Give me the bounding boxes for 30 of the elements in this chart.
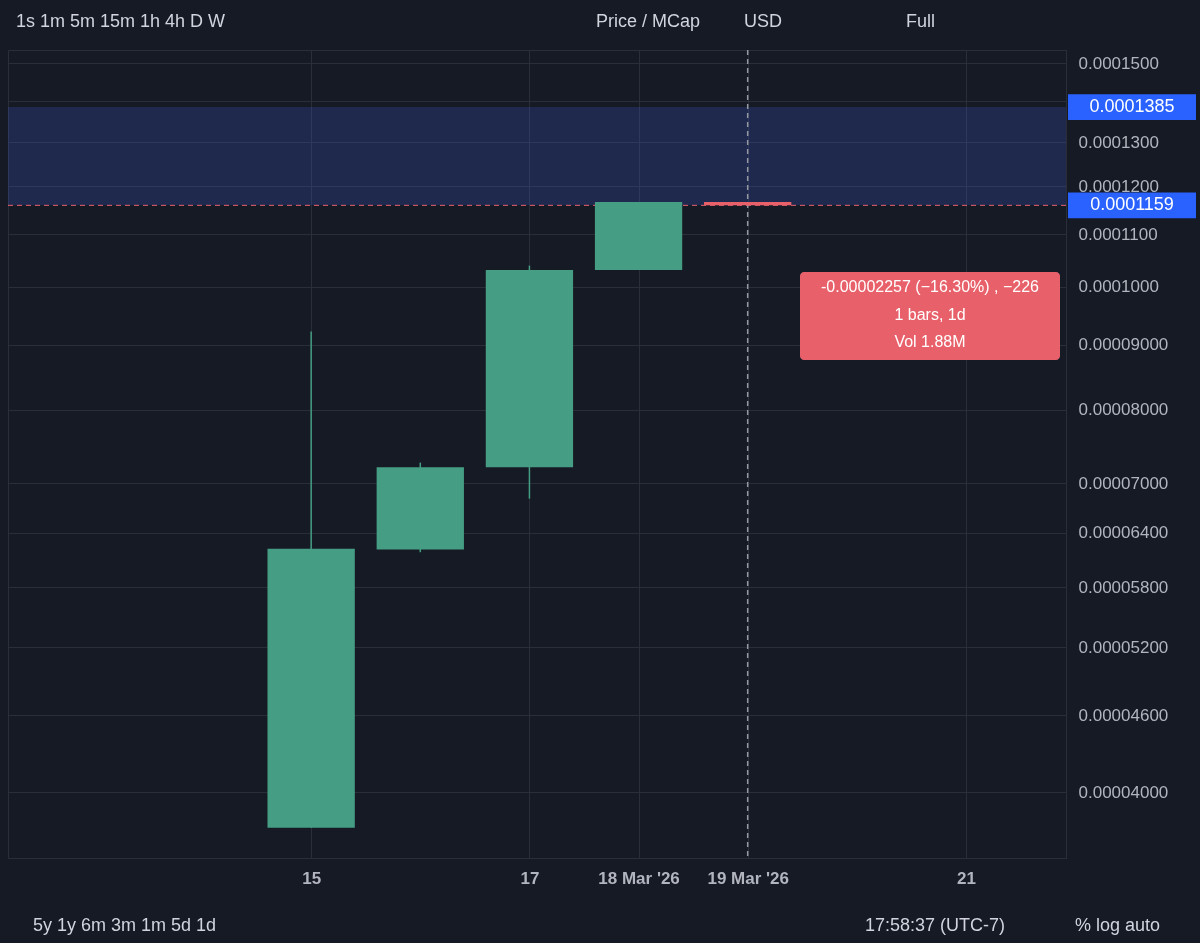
y-tick-label: 0.0001100: [1078, 224, 1158, 244]
y-tick-label: 0.00005800: [1078, 577, 1169, 597]
text: Full: [906, 11, 936, 31]
x-tick-label: 19 Mar '26: [707, 868, 789, 888]
y-tick-label: 0.00006400: [1078, 523, 1169, 543]
ref-line-label: 0.0001159: [1090, 194, 1174, 215]
x-tick-label: 21: [957, 868, 976, 888]
x-tick-label: 17: [520, 868, 540, 888]
y-tick-label: 0.00008000: [1078, 400, 1169, 420]
x-tick-label: 18 Mar '26: [598, 868, 680, 888]
y-tick-label: 0.00004000: [1078, 782, 1169, 802]
y-tick-label: 0.00009000: [1078, 335, 1169, 355]
text: 17:58:37 (UTC-7): [864, 915, 1005, 935]
y-tick-label: 0.0001300: [1078, 132, 1159, 152]
y-tick-label: 0.00004600: [1078, 705, 1169, 725]
y-tick-label: 0.0001200: [1078, 176, 1159, 196]
text: Price / MCap: [596, 11, 701, 31]
text: USD: [744, 11, 783, 31]
text: 1s 1m 5m 15m 1h 4h D W: [16, 11, 226, 31]
y-tick-label: 0.00007000: [1078, 473, 1169, 493]
annotation: -0.00002257 (−16.30%) , −226: [821, 278, 1040, 295]
y-tick-label: 0.00005200: [1078, 637, 1169, 657]
text: % log auto: [1075, 915, 1161, 935]
x-tick-label: 15: [302, 868, 322, 888]
annotation: 1 bars, 1d: [894, 306, 966, 323]
y-tick-label: 0.0001500: [1078, 53, 1159, 73]
y-tick-label: 0.0001000: [1078, 277, 1159, 297]
annotation: Vol 1.88M: [894, 333, 966, 350]
text: 5y 1y 6m 3m 1m 5d 1d: [33, 915, 217, 935]
band-label: 0.0001385: [1089, 96, 1175, 117]
